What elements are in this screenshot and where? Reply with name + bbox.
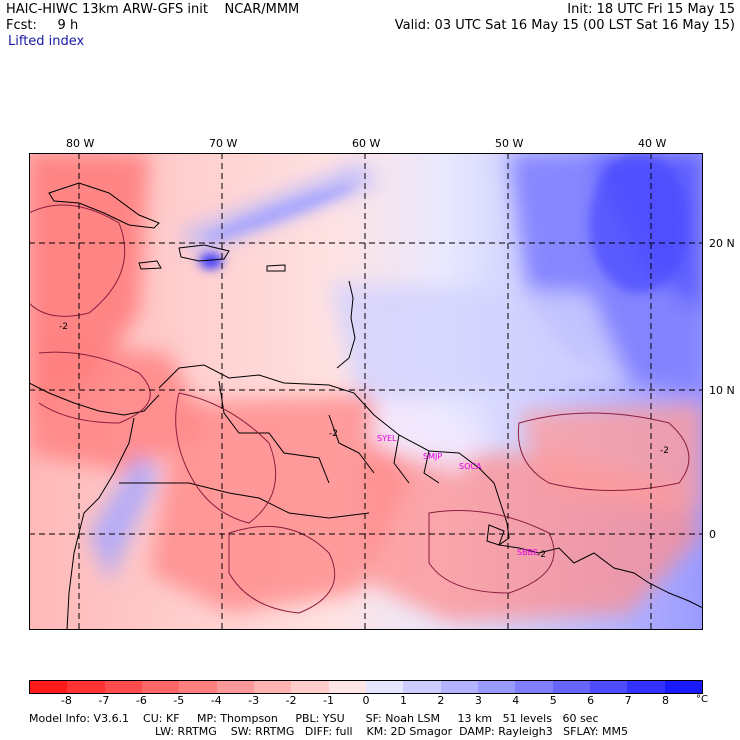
lat-label-20n: 20 N	[709, 237, 735, 250]
init-time: Init: 18 UTC Fri 15 May 15	[567, 2, 735, 17]
colorbar-tick-label: -4	[210, 694, 222, 707]
colorbar-segment	[477, 681, 516, 693]
lon-label-60w: 60 W	[352, 137, 381, 150]
colorbar-tick-label: -8	[60, 694, 72, 707]
lat-label-equator: 0	[709, 528, 716, 541]
colorbar-segment	[627, 681, 665, 693]
station-soca: SOCA	[459, 462, 482, 471]
colorbar-segment	[291, 681, 329, 693]
colorbar-segment	[328, 681, 366, 693]
colorbar-tick-label: -7	[98, 694, 110, 707]
colorbar-tick-label: -3	[248, 694, 260, 707]
contour-label: -2	[537, 550, 546, 560]
forecast-hour: Fcst: 9 h	[6, 18, 79, 33]
colorbar-segment	[253, 681, 292, 693]
model-info-line1: Model Info: V3.6.1 CU: KF MP: Thompson P…	[29, 712, 599, 725]
colorbar-tick-label: 1	[399, 694, 407, 707]
colorbar-tick-label: 2	[437, 694, 445, 707]
colorbar-tick-label: 3	[474, 694, 482, 707]
coastlines	[29, 182, 703, 630]
colorbar-segment	[104, 681, 142, 693]
colorbar-segment	[440, 681, 478, 693]
colorbar-tick-label: 5	[549, 694, 557, 707]
contours	[29, 204, 690, 614]
field-name: Lifted index	[8, 34, 85, 49]
lon-label-50w: 50 W	[495, 137, 524, 150]
colorbar-segment	[403, 681, 441, 693]
colorbar-segment	[67, 681, 105, 693]
lat-label-10n: 10 N	[709, 384, 735, 397]
colorbar-segment	[216, 681, 254, 693]
colorbar-tick-label: 8	[662, 694, 670, 707]
model-info-line2: LW: RRTMG SW: RRTMG DIFF: full KM: 2D Sm…	[155, 725, 628, 738]
colorbar-segment	[664, 681, 702, 693]
contour-label: -2	[660, 446, 669, 456]
colorbar-tick-label: -5	[173, 694, 185, 707]
lon-label-70w: 70 W	[209, 137, 238, 150]
colorbar-tick-label: 0	[362, 694, 370, 707]
colorbar-segment	[365, 681, 404, 693]
colorbar-tick-label: 6	[587, 694, 595, 707]
colorbar-segment	[179, 681, 217, 693]
colorbar-unit: °C	[696, 694, 708, 705]
colorbar-segment	[552, 681, 590, 693]
colorbar-segment	[515, 681, 553, 693]
colorbar-tick-label: -2	[285, 694, 297, 707]
lon-label-40w: 40 W	[638, 137, 667, 150]
lifted-index-map: SYEL SMJP SOCA SBBE -2 -2 -2 -2	[29, 153, 703, 630]
station-syel: SYEL	[377, 434, 397, 443]
model-title: HAIC-HIWC 13km ARW-GFS init NCAR/MMM	[6, 2, 300, 17]
station-smjp: SMJP	[423, 452, 442, 461]
colorbar	[29, 680, 703, 694]
valid-time: Valid: 03 UTC Sat 16 May 15 (00 LST Sat …	[394, 18, 735, 33]
colorbar-segment	[141, 681, 180, 693]
colorbar-tick-label: -1	[323, 694, 335, 707]
contour-label: -2	[59, 322, 68, 332]
colorbar-tick-label: -6	[135, 694, 147, 707]
lon-label-80w: 80 W	[66, 137, 95, 150]
colorbar-segment	[589, 681, 628, 693]
station-sbbe: SBBE	[517, 548, 538, 557]
colorbar-segment	[30, 681, 68, 693]
colorbar-tick-label: 7	[624, 694, 632, 707]
contour-label: -2	[329, 429, 338, 439]
lat-lon-grid	[29, 153, 703, 630]
colorbar-tick-label: 4	[512, 694, 520, 707]
map-frame	[29, 153, 703, 630]
